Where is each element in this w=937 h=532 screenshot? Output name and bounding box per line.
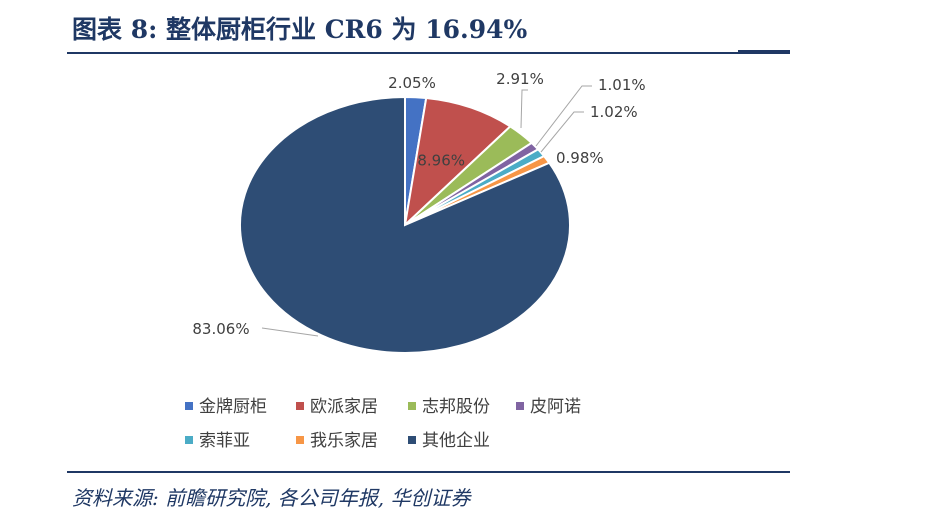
- leader-line-5: [540, 111, 584, 153]
- pie-chart: 2.05% 8.96% 2.91% 1.01% 1.02% 0.98% 83.06% 金牌厨…: [185, 70, 646, 451]
- pie-slice-7: [239, 95, 571, 354]
- leader-line-3: [520, 89, 528, 129]
- legend-label-7: 其他企业: [422, 431, 490, 451]
- legend-label-2: 欧派家居: [310, 397, 378, 417]
- legend-label-6: 我乐家居: [310, 431, 378, 451]
- data-label-5: 1.02%: [590, 103, 638, 121]
- data-label-7: 83.06%: [192, 320, 249, 338]
- legend-swatch-3: [408, 402, 416, 410]
- data-label-3: 2.91%: [496, 70, 544, 88]
- footer-rule: [67, 471, 790, 473]
- data-label-2: 8.96%: [417, 151, 465, 169]
- legend-label-3: 志邦股份: [422, 397, 490, 417]
- data-label-1: 2.05%: [388, 74, 436, 92]
- legend-swatch-5: [185, 436, 193, 444]
- legend-swatch-4: [516, 402, 524, 410]
- pie-slices: [239, 95, 571, 354]
- legend-label-1: 金牌厨柜: [199, 397, 267, 417]
- legend-label-5: 索菲亚: [199, 431, 250, 451]
- legend-swatch-6: [296, 436, 304, 444]
- legend-swatch-1: [185, 402, 193, 410]
- legend-label-4: 皮阿诺: [530, 397, 581, 417]
- title-rule-accent: [738, 50, 790, 54]
- legend-swatch-2: [296, 402, 304, 410]
- leader-line-4: [535, 85, 592, 147]
- legend-swatch-7: [408, 436, 416, 444]
- pie-slice-2: [403, 96, 512, 228]
- data-label-4: 1.01%: [598, 76, 646, 94]
- figure-title: 图表 8: 整体厨柜行业 CR6 为 16.94%: [72, 15, 528, 44]
- label-leaders: [261, 85, 592, 337]
- title-rule: [67, 52, 790, 54]
- data-labels: 2.05% 8.96% 2.91% 1.01% 1.02% 0.98% 83.06%: [192, 70, 645, 338]
- leader-line-7: [261, 327, 319, 337]
- data-label-6: 0.98%: [556, 149, 604, 167]
- source-note: 资料来源: 前瞻研究院, 各公司年报, 华创证券: [72, 486, 471, 510]
